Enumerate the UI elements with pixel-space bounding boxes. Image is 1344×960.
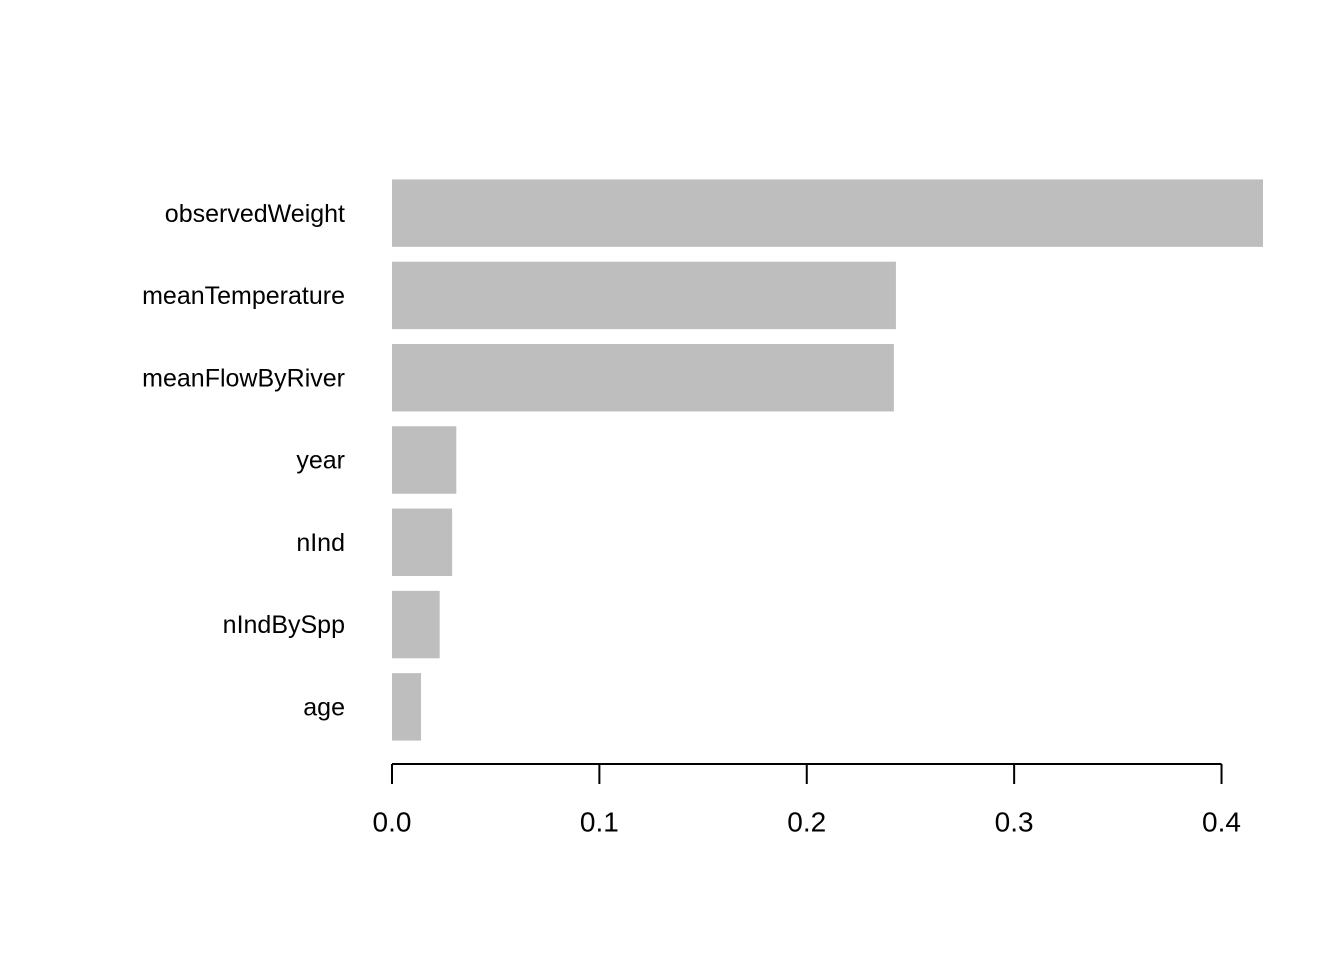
- x-tick-label: 0.0: [373, 806, 412, 837]
- y-tick-label: age: [303, 693, 345, 721]
- x-tick-label: 0.2: [787, 806, 826, 837]
- y-tick-label: year: [296, 447, 345, 475]
- y-tick-label: meanTemperature: [142, 282, 345, 310]
- y-tick-label: observedWeight: [165, 200, 345, 228]
- bar: [392, 426, 457, 494]
- x-tick-label: 0.1: [580, 806, 619, 837]
- bar: [392, 261, 896, 330]
- bar: [392, 590, 440, 659]
- bar: [392, 508, 453, 577]
- x-tick-label: 0.4: [1202, 806, 1241, 837]
- y-tick-label: nInd: [296, 529, 345, 557]
- y-tick-label: nIndBySpp: [223, 611, 345, 639]
- bar: [392, 343, 894, 412]
- x-tick-label: 0.3: [995, 806, 1034, 837]
- bar: [392, 179, 1263, 247]
- bar: [392, 673, 422, 741]
- y-tick-label: meanFlowByRiver: [142, 364, 345, 392]
